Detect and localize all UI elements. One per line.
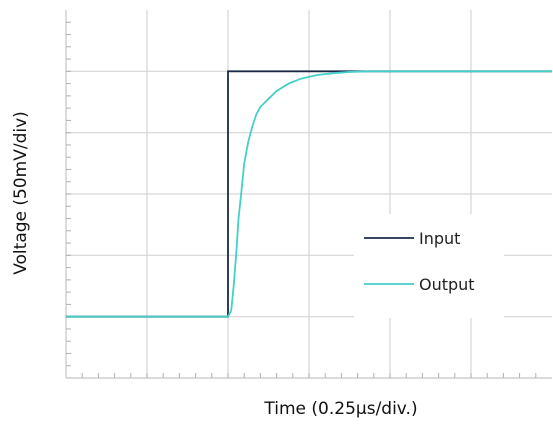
minor-ticks — [66, 21, 537, 378]
legend: Input Output — [354, 214, 504, 318]
legend-label-output: Output — [419, 275, 475, 294]
series-layer — [66, 70, 552, 318]
x-axis-title: Time (0.25µs/div.) — [263, 399, 417, 419]
series-line-output — [66, 70, 552, 318]
legend-label-input: Input — [419, 229, 460, 248]
legend-background — [354, 214, 504, 318]
grid — [65, 10, 552, 379]
y-axis-title: Voltage (50mV/div) — [11, 111, 31, 275]
